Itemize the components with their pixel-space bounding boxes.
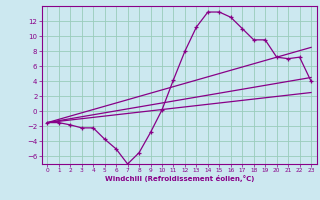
X-axis label: Windchill (Refroidissement éolien,°C): Windchill (Refroidissement éolien,°C) (105, 175, 254, 182)
